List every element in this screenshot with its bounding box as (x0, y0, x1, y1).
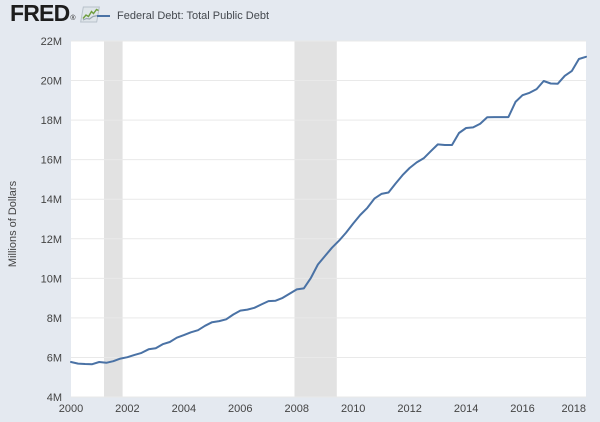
y-tick-label: 20M (41, 76, 62, 88)
y-tick-label: 12M (41, 234, 62, 246)
y-tick-label: 18M (41, 115, 62, 127)
x-tick-label: 2008 (285, 403, 309, 415)
fred-logo-text: FRED (10, 0, 70, 26)
x-tick-label: 2010 (341, 403, 365, 415)
y-tick-label: 14M (41, 194, 62, 206)
y-tick-label: 4M (47, 392, 62, 404)
fred-logo-chart-icon (79, 6, 100, 23)
x-tick-label: 2014 (454, 403, 478, 415)
x-tick-label: 2012 (397, 403, 421, 415)
x-tick-label: 2018 (562, 403, 586, 415)
fred-logo-link[interactable]: FRED ® (10, 0, 100, 26)
x-tick-label: 2000 (59, 403, 83, 415)
recession-band (294, 41, 337, 397)
y-tick-label: 6M (47, 352, 62, 364)
legend: Federal Debt: Total Public Debt (97, 10, 269, 22)
debt-series-line (70, 55, 587, 366)
legend-series-label: Federal Debt: Total Public Debt (117, 10, 270, 22)
registered-trademark-icon: ® (70, 15, 76, 22)
y-tick-label: 16M (41, 155, 62, 167)
y-tick-label: 22M (41, 36, 62, 48)
y-tick-label: 8M (47, 313, 62, 325)
recession-band (104, 41, 123, 397)
x-tick-label: 2016 (510, 403, 534, 415)
y-tick-label: 10M (41, 273, 62, 285)
legend-line-swatch (97, 15, 110, 17)
y-axis-title: Millions of Dollars (7, 180, 19, 268)
x-tick-label: 2004 (172, 403, 196, 415)
x-tick-label: 2006 (228, 403, 252, 415)
x-tick-label: 2002 (115, 403, 139, 415)
chart-header: FRED ® Federal Debt: Total Public Debt (0, 0, 600, 32)
